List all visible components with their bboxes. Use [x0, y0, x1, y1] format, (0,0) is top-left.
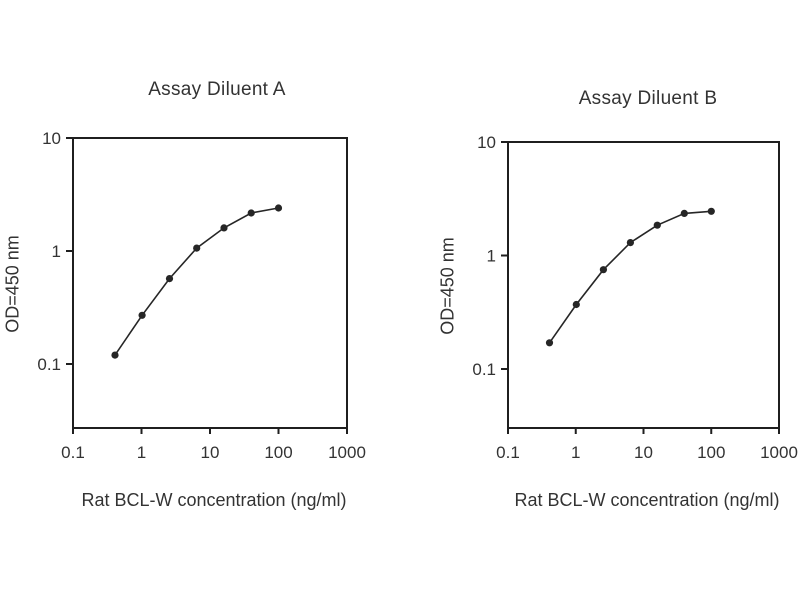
- x-tick-label: 0.1: [61, 443, 85, 462]
- data-point-marker: [220, 224, 228, 232]
- data-point-marker: [111, 351, 119, 359]
- x-tick-label: 10: [634, 443, 653, 462]
- data-point-marker: [680, 209, 688, 217]
- data-point-marker: [247, 209, 255, 217]
- data-point-marker: [545, 339, 554, 347]
- x-tick-label: 1000: [760, 443, 798, 462]
- data-point-marker: [165, 275, 174, 283]
- data-point-marker: [707, 207, 715, 215]
- y-tick-label: 1: [487, 247, 496, 266]
- data-point-marker: [193, 244, 201, 252]
- chart-b-title: Assay Diluent B: [578, 88, 718, 109]
- chart-a-xlabel: Rat BCL-W concentration (ng/ml): [81, 490, 347, 510]
- x-tick-label: 1: [571, 443, 580, 462]
- y-tick-label: 0.1: [472, 360, 496, 379]
- y-tick-label: 1: [52, 242, 61, 261]
- x-tick-label: 10: [201, 443, 220, 462]
- y-tick-label: 10: [477, 133, 496, 152]
- plot-box: [507, 141, 780, 429]
- y-tick-label: 0.1: [37, 355, 61, 374]
- x-tick-label: 100: [264, 443, 292, 462]
- x-tick-label: 1000: [328, 443, 366, 462]
- data-point-marker: [138, 311, 146, 319]
- series-line: [548, 210, 712, 344]
- data-point-marker: [599, 266, 608, 274]
- data-point-marker: [626, 239, 635, 247]
- data-point-marker: [653, 221, 661, 229]
- chart-a-title: Assay Diluent A: [148, 79, 286, 100]
- x-tick-label: 1: [137, 443, 146, 462]
- data-point-marker: [274, 204, 283, 212]
- chart-b-xlabel: Rat BCL-W concentration (ng/ml): [514, 490, 780, 510]
- x-tick-label: 0.1: [496, 443, 520, 462]
- data-point-marker: [572, 300, 580, 309]
- x-tick-label: 100: [697, 443, 725, 462]
- y-tick-label: 10: [42, 129, 61, 148]
